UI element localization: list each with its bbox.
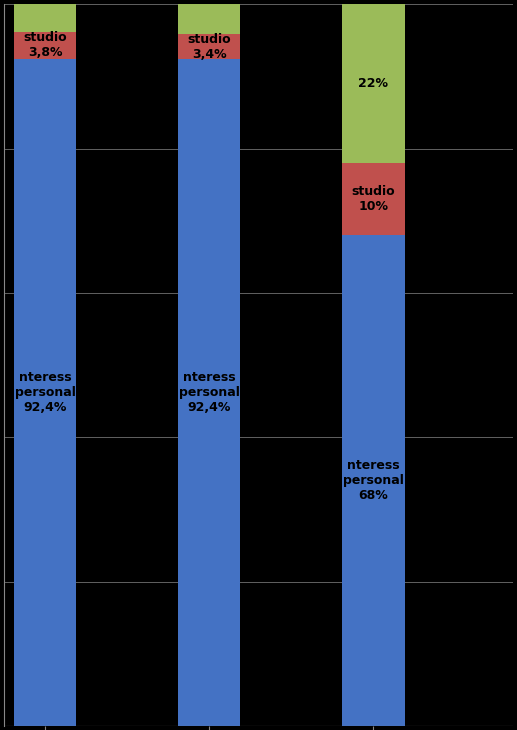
Bar [342, 163, 404, 235]
Bar [14, 4, 77, 31]
Text: nteress
personal
92,4%: nteress personal 92,4% [179, 371, 240, 414]
Bar [14, 59, 77, 726]
Text: nteress
personal
68%: nteress personal 68% [343, 459, 404, 502]
Bar [178, 59, 240, 726]
Bar [178, 34, 240, 59]
Text: studio
10%: studio 10% [352, 185, 395, 213]
Text: studio
3,4%: studio 3,4% [188, 33, 231, 61]
Bar [342, 4, 404, 163]
Bar [14, 31, 77, 59]
Text: 22%: 22% [358, 77, 388, 90]
Bar [178, 4, 240, 34]
Bar [342, 235, 404, 726]
Text: nteress
personal
92,4%: nteress personal 92,4% [15, 371, 75, 414]
Text: studio
3,8%: studio 3,8% [23, 31, 67, 59]
